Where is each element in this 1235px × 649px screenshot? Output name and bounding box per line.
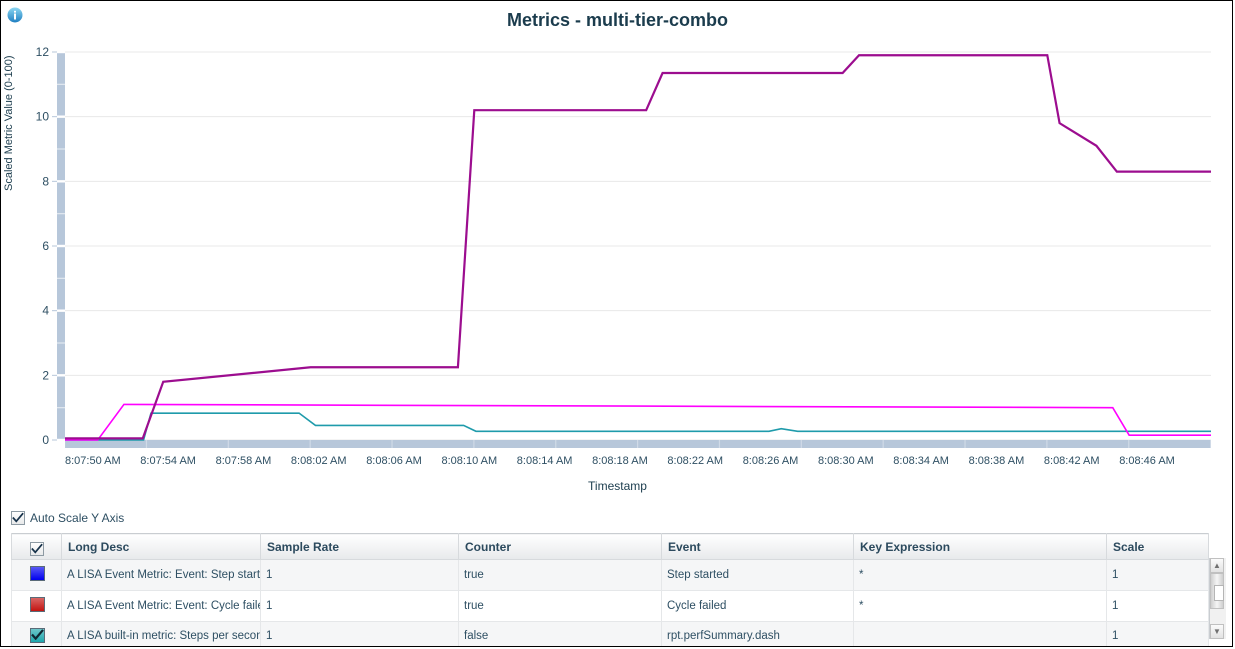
svg-text:8:08:10 AM: 8:08:10 AM [442, 455, 498, 467]
svg-text:8:07:54 AM: 8:07:54 AM [140, 455, 196, 467]
svg-text:2: 2 [42, 368, 49, 382]
svg-text:8:08:26 AM: 8:08:26 AM [743, 455, 799, 467]
svg-text:8:08:46 AM: 8:08:46 AM [1119, 455, 1175, 467]
svg-text:8:08:38 AM: 8:08:38 AM [969, 455, 1025, 467]
svg-text:8:08:34 AM: 8:08:34 AM [893, 455, 949, 467]
svg-text:10: 10 [36, 110, 50, 124]
svg-text:6: 6 [42, 239, 49, 253]
svg-text:8:08:02 AM: 8:08:02 AM [291, 455, 347, 467]
svg-text:8:08:42 AM: 8:08:42 AM [1044, 455, 1100, 467]
svg-text:8:08:18 AM: 8:08:18 AM [592, 455, 648, 467]
svg-text:8:08:30 AM: 8:08:30 AM [818, 455, 874, 467]
svg-text:8:07:58 AM: 8:07:58 AM [216, 455, 272, 467]
svg-text:8:07:50 AM: 8:07:50 AM [65, 455, 121, 467]
svg-text:8:08:22 AM: 8:08:22 AM [667, 455, 723, 467]
svg-text:12: 12 [36, 45, 50, 59]
svg-text:0: 0 [42, 433, 49, 447]
svg-text:4: 4 [42, 304, 49, 318]
svg-text:8:08:06 AM: 8:08:06 AM [366, 455, 422, 467]
svg-text:8: 8 [42, 174, 49, 188]
svg-text:8:08:14 AM: 8:08:14 AM [517, 455, 573, 467]
